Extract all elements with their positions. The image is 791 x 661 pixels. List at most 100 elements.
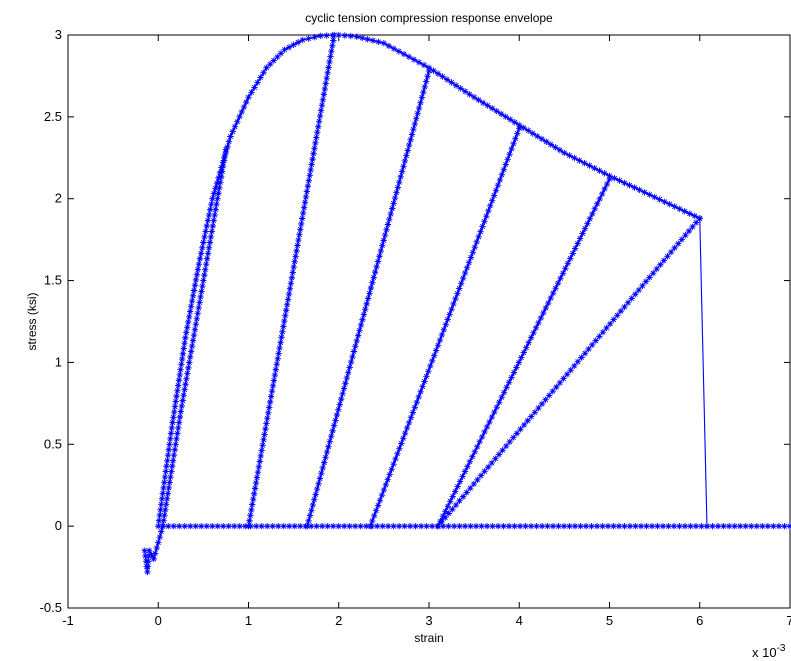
point-marker — [611, 174, 618, 182]
point-marker — [264, 522, 271, 530]
point-marker — [185, 318, 192, 326]
point-marker — [373, 263, 380, 271]
point-marker — [271, 371, 279, 379]
point-marker — [161, 512, 168, 519]
point-marker — [258, 522, 265, 530]
point-marker — [786, 522, 791, 530]
x-tick-label: -1 — [62, 613, 74, 628]
point-marker — [272, 366, 280, 373]
point-marker — [415, 393, 422, 401]
point-marker — [179, 350, 187, 357]
point-marker — [442, 321, 449, 328]
point-marker — [481, 468, 488, 475]
point-marker — [681, 522, 689, 530]
point-marker — [581, 159, 588, 167]
point-marker — [191, 282, 199, 289]
series-unload — [434, 215, 703, 530]
point-marker — [418, 94, 426, 101]
point-marker — [220, 157, 228, 164]
point-marker — [308, 161, 315, 168]
point-marker — [180, 391, 187, 399]
point-marker — [201, 233, 208, 241]
point-marker — [498, 171, 506, 179]
point-marker — [342, 380, 349, 387]
point-marker — [299, 209, 307, 217]
point-marker — [390, 200, 397, 207]
point-marker — [290, 41, 297, 49]
point-marker — [456, 478, 464, 485]
point-marker — [398, 440, 405, 447]
x-tick-label: 0 — [155, 613, 162, 628]
point-marker — [320, 91, 328, 98]
point-marker — [307, 166, 314, 174]
point-marker — [571, 154, 578, 162]
y-tick-label: 2 — [55, 191, 62, 206]
point-marker — [444, 316, 451, 323]
point-marker — [439, 522, 447, 530]
point-marker — [467, 484, 474, 492]
point-marker — [253, 474, 261, 481]
point-marker — [323, 32, 330, 39]
point-marker — [477, 228, 484, 235]
point-marker — [316, 475, 324, 482]
point-marker — [205, 211, 213, 219]
point-marker — [362, 522, 370, 530]
point-marker — [515, 359, 523, 366]
point-marker — [319, 96, 327, 103]
point-marker — [420, 88, 427, 96]
point-marker — [463, 489, 470, 496]
point-marker — [198, 288, 205, 295]
point-marker — [709, 522, 716, 530]
series-drop — [699, 218, 708, 527]
point-marker — [445, 522, 452, 530]
point-marker — [254, 468, 262, 476]
point-marker — [670, 522, 678, 530]
point-marker — [231, 522, 238, 530]
point-marker — [290, 263, 297, 271]
point-marker — [538, 522, 546, 530]
point-marker — [444, 503, 452, 510]
point-marker — [305, 177, 312, 184]
point-marker — [504, 156, 511, 163]
point-marker — [464, 463, 471, 470]
point-marker — [401, 157, 409, 165]
point-marker — [193, 315, 200, 322]
point-marker — [182, 334, 189, 342]
point-marker — [543, 138, 550, 145]
point-marker — [537, 314, 545, 322]
point-marker — [753, 522, 760, 530]
point-marker — [535, 404, 542, 412]
point-marker — [503, 384, 510, 391]
point-marker — [603, 180, 611, 188]
point-marker — [488, 105, 496, 112]
point-marker — [520, 124, 527, 132]
point-marker — [248, 506, 255, 514]
point-marker — [326, 58, 333, 66]
point-marker — [516, 121, 523, 129]
point-marker — [188, 297, 196, 305]
point-marker — [194, 266, 202, 273]
point-marker — [449, 506, 456, 513]
point-marker — [456, 285, 463, 292]
point-marker — [407, 414, 415, 421]
point-marker — [322, 80, 329, 87]
point-marker — [285, 290, 293, 298]
point-marker — [610, 522, 617, 530]
point-marker — [736, 522, 744, 530]
point-marker — [461, 522, 469, 530]
point-marker — [425, 64, 433, 71]
point-marker — [425, 67, 433, 75]
point-marker — [478, 433, 486, 441]
point-marker — [332, 417, 339, 424]
point-marker — [181, 339, 188, 347]
point-marker — [379, 522, 386, 530]
series-line — [157, 34, 700, 527]
point-marker — [667, 248, 675, 256]
point-marker — [303, 188, 311, 195]
point-marker — [549, 289, 557, 297]
point-marker — [479, 99, 487, 106]
point-marker — [173, 392, 180, 400]
point-marker — [350, 348, 358, 355]
point-marker — [263, 420, 270, 427]
point-marker — [403, 152, 410, 159]
